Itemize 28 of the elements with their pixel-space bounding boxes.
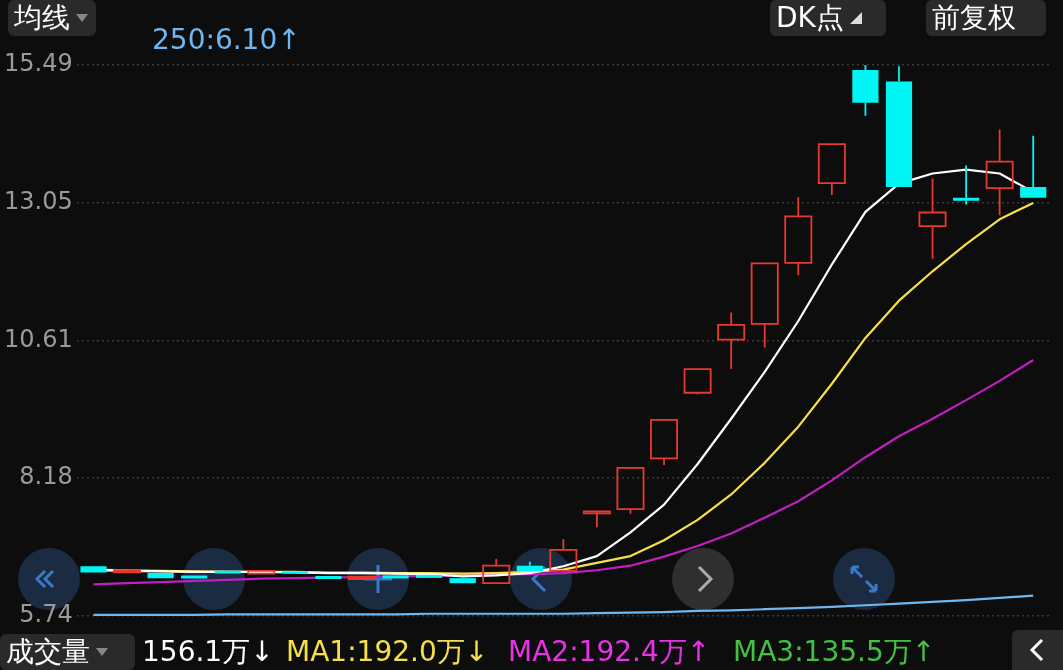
text: 成交量 xyxy=(6,634,90,670)
candlestick xyxy=(1020,134,1047,198)
candlestick xyxy=(784,196,813,277)
candlestick xyxy=(750,262,779,349)
y-tick-label: 8.18 xyxy=(19,462,73,491)
text: MA3:135.5万↑ xyxy=(733,634,936,670)
candlestick xyxy=(482,558,511,585)
candlestick xyxy=(885,65,913,188)
text: DK点 xyxy=(776,0,844,36)
text: 均线 xyxy=(14,0,70,36)
candlestick xyxy=(717,311,746,370)
candlestick xyxy=(985,128,1014,217)
y-tick-label: 13.05 xyxy=(3,187,73,216)
candlestick xyxy=(549,538,578,572)
y-tick-label: 15.49 xyxy=(3,49,73,78)
candlestick xyxy=(650,419,679,467)
text: MA1:192.0万↓ xyxy=(286,634,489,670)
candlestick xyxy=(852,64,879,117)
text: 250:6.10↑ xyxy=(152,22,301,58)
candlestick xyxy=(817,143,846,196)
text: MA2:192.4万↑ xyxy=(508,634,711,670)
candlestick xyxy=(953,164,980,206)
text: 156.1万↓ xyxy=(142,634,274,670)
y-tick-label: 10.61 xyxy=(3,325,73,354)
candlestick xyxy=(918,177,947,260)
candlestick xyxy=(582,510,611,529)
y-tick-label: 5.74 xyxy=(19,600,73,629)
text: 前复权 xyxy=(932,0,1016,36)
